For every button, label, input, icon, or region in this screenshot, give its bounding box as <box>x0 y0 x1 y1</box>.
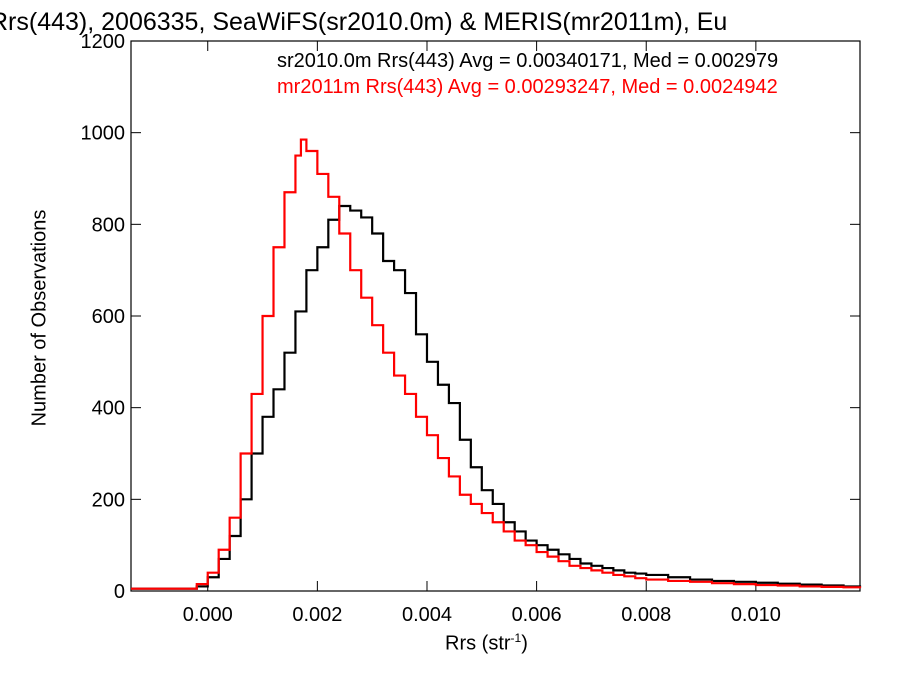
x-tick-label: 0.010 <box>731 604 781 626</box>
y-axis-label: Number of Observations <box>28 209 51 427</box>
annotation-meris-stats: mr2011m Rrs(443) Avg = 0.00293247, Med =… <box>277 76 778 98</box>
x-axis-label: Rrs (str-1) <box>445 631 528 656</box>
axis-ticks: 0.000 0.002 0.004 0.006 0.008 0.010 0 200 400 600… <box>81 31 860 626</box>
series-layer <box>131 138 862 590</box>
x-tick-label: 0.006 <box>512 604 562 626</box>
y-tick-label: 1200 <box>81 31 126 53</box>
y-tick-label: 600 <box>92 306 125 328</box>
series-line-meris <box>131 138 862 590</box>
x-tick-label: 0.004 <box>402 604 452 626</box>
x-axis-label-text: Rrs (str <box>445 632 511 655</box>
x-axis-label-superscript: -1 <box>510 631 522 645</box>
y-tick-label: 800 <box>92 214 125 236</box>
x-tick-label: 0.002 <box>292 604 342 626</box>
x-tick-label: 0.008 <box>621 604 671 626</box>
y-tick-label: 0 <box>114 581 125 603</box>
chart-title: Rrs(443), 2006335, SeaWiFS(sr2010.0m) & … <box>0 8 728 36</box>
annotation-seawifs-stats: sr2010.0m Rrs(443) Avg = 0.00340171, Med… <box>277 50 779 72</box>
y-tick-label: 400 <box>92 398 125 420</box>
x-tick-label: 0.000 <box>183 604 233 626</box>
series-line-seawifs <box>131 204 862 590</box>
y-tick-label: 1000 <box>81 123 126 145</box>
x-axis-label-tail: ) <box>521 632 528 655</box>
y-tick-label: 200 <box>92 489 125 511</box>
